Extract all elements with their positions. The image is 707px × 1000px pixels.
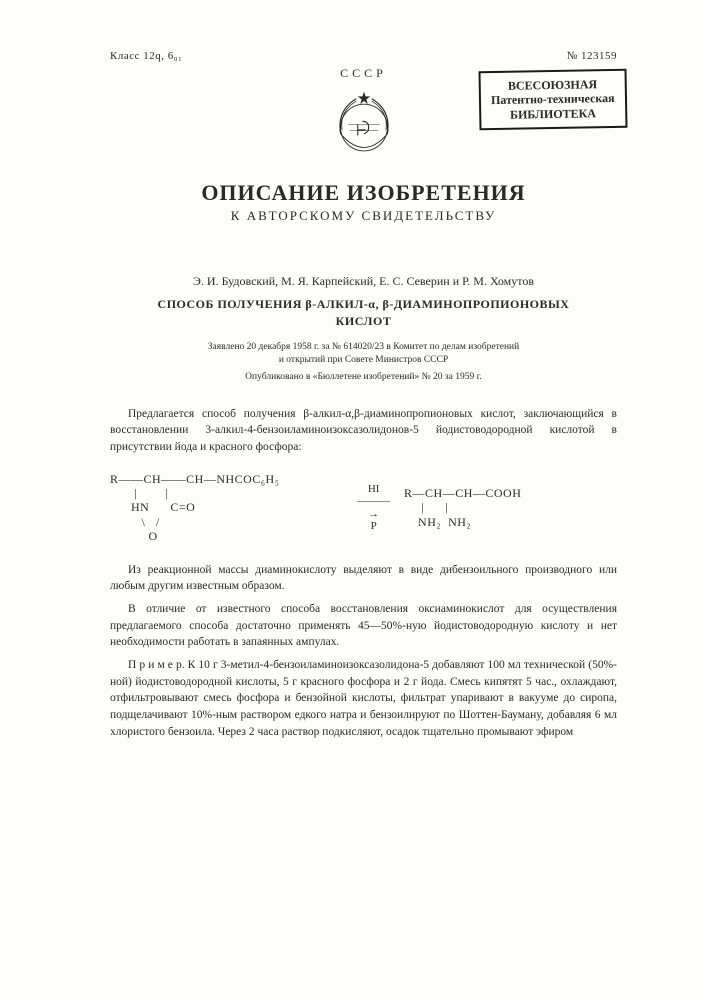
formula-product: R—CH—CH—COOH | | NH₂ NH₂ [404, 486, 617, 529]
document-number: № 123159 [567, 50, 617, 62]
chemical-formula: R——CH——CH—NHCOC₆H₅ | | HN C=O \ / O HI —… [110, 472, 617, 544]
paragraph-3: В отличие от известного способа восстано… [110, 601, 617, 651]
header-row: Класс 12q, 6₀₁ № 123159 [110, 50, 617, 62]
paragraph-2: Из реакционной массы диаминокислоту выде… [110, 562, 617, 595]
filing-line2: и открытий при Совете Министров СССР [279, 355, 448, 365]
paragraph-1: Предлагается способ получения β-алкил-α,… [110, 406, 617, 456]
invention-title-line2: КИСЛОТ [110, 314, 617, 329]
published-line: Опубликовано в «Бюллетене изобретений» №… [110, 372, 617, 382]
main-title: ОПИСАНИЕ ИЗОБРЕТЕНИЯ [110, 180, 617, 206]
reaction-arrow-icon: HI ———→ P [353, 483, 394, 531]
patent-page: Класс 12q, 6₀₁ № 123159 СССР ВСЕСОЮЗНАЯ … [0, 0, 707, 1000]
formula-reactant: R——CH——CH—NHCOC₆H₅ | | HN C=O \ / O [110, 472, 343, 544]
stamp-line: БИБЛИОТЕКА [492, 106, 616, 123]
invention-title-line1: СПОСОБ ПОЛУЧЕНИЯ β-АЛКИЛ-α, β-ДИАМИНОПРО… [110, 297, 617, 312]
library-stamp: ВСЕСОЮЗНАЯ Патентно-техническая БИБЛИОТЕ… [479, 69, 628, 131]
filing-line1: Заявлено 20 декабря 1958 г. за № 614020/… [208, 342, 519, 352]
authors-line: Э. И. Будовский, М. Я. Карпейский, Е. С.… [110, 274, 617, 289]
filing-info: Заявлено 20 декабря 1958 г. за № 614020/… [110, 341, 617, 368]
class-label: Класс 12q, 6₀₁ [110, 50, 182, 62]
stamp-line: Патентно-техническая [491, 91, 615, 108]
paragraph-4: П р и м е р. К 10 г 3-метил-4-бензоилами… [110, 657, 617, 740]
sub-title: К АВТОРСКОМУ СВИДЕТЕЛЬСТВУ [110, 208, 617, 224]
